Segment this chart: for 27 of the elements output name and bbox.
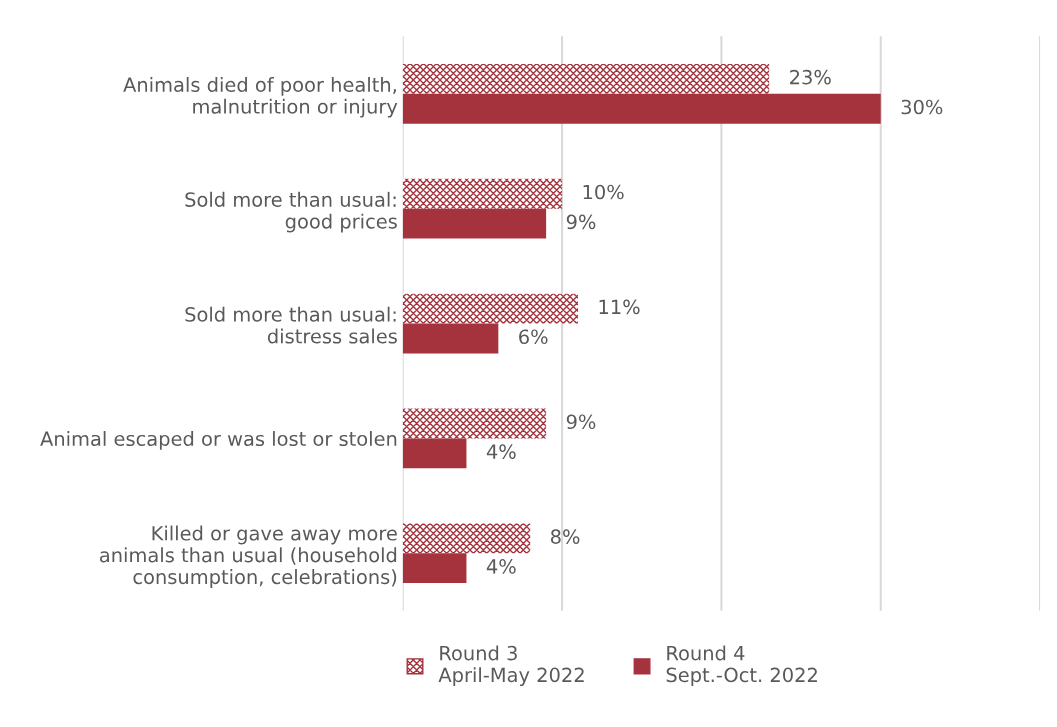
bar — [402, 323, 499, 354]
y-tick-label: Sold more than usual: distress sales — [185, 306, 397, 344]
data-label: 9% — [566, 214, 596, 230]
bar — [402, 63, 770, 94]
data-label: 4% — [486, 444, 516, 459]
y-tick-label: Animal escaped or was lost or stolen — [40, 430, 397, 450]
data-label: 10% — [583, 184, 624, 200]
y-tick-label: Sold more than usual: good prices — [185, 191, 397, 233]
bar — [402, 93, 881, 124]
bar — [402, 208, 547, 239]
legend-label: Round 4 Sept.-Oct. 2022 — [666, 645, 817, 686]
data-label: 11% — [599, 299, 640, 315]
bar — [402, 293, 578, 324]
data-label: 6% — [519, 329, 548, 345]
bar — [402, 438, 467, 469]
data-label: 4% — [486, 559, 516, 574]
bar — [402, 523, 531, 554]
bar — [402, 178, 563, 209]
bar — [402, 408, 547, 439]
legend-label: Round 3 April-May 2022 — [438, 645, 584, 686]
bar — [402, 553, 467, 584]
data-label: 23% — [790, 69, 831, 85]
y-tick-label: Animals died of poor health, malnutrition or injury — [123, 76, 398, 118]
data-label: 8% — [550, 529, 580, 544]
y-tick-label: Killed or gave away more animals than usual (household consumption, celebrations) — [99, 525, 397, 588]
data-label: 30% — [901, 99, 943, 115]
data-label: 9% — [566, 414, 596, 430]
